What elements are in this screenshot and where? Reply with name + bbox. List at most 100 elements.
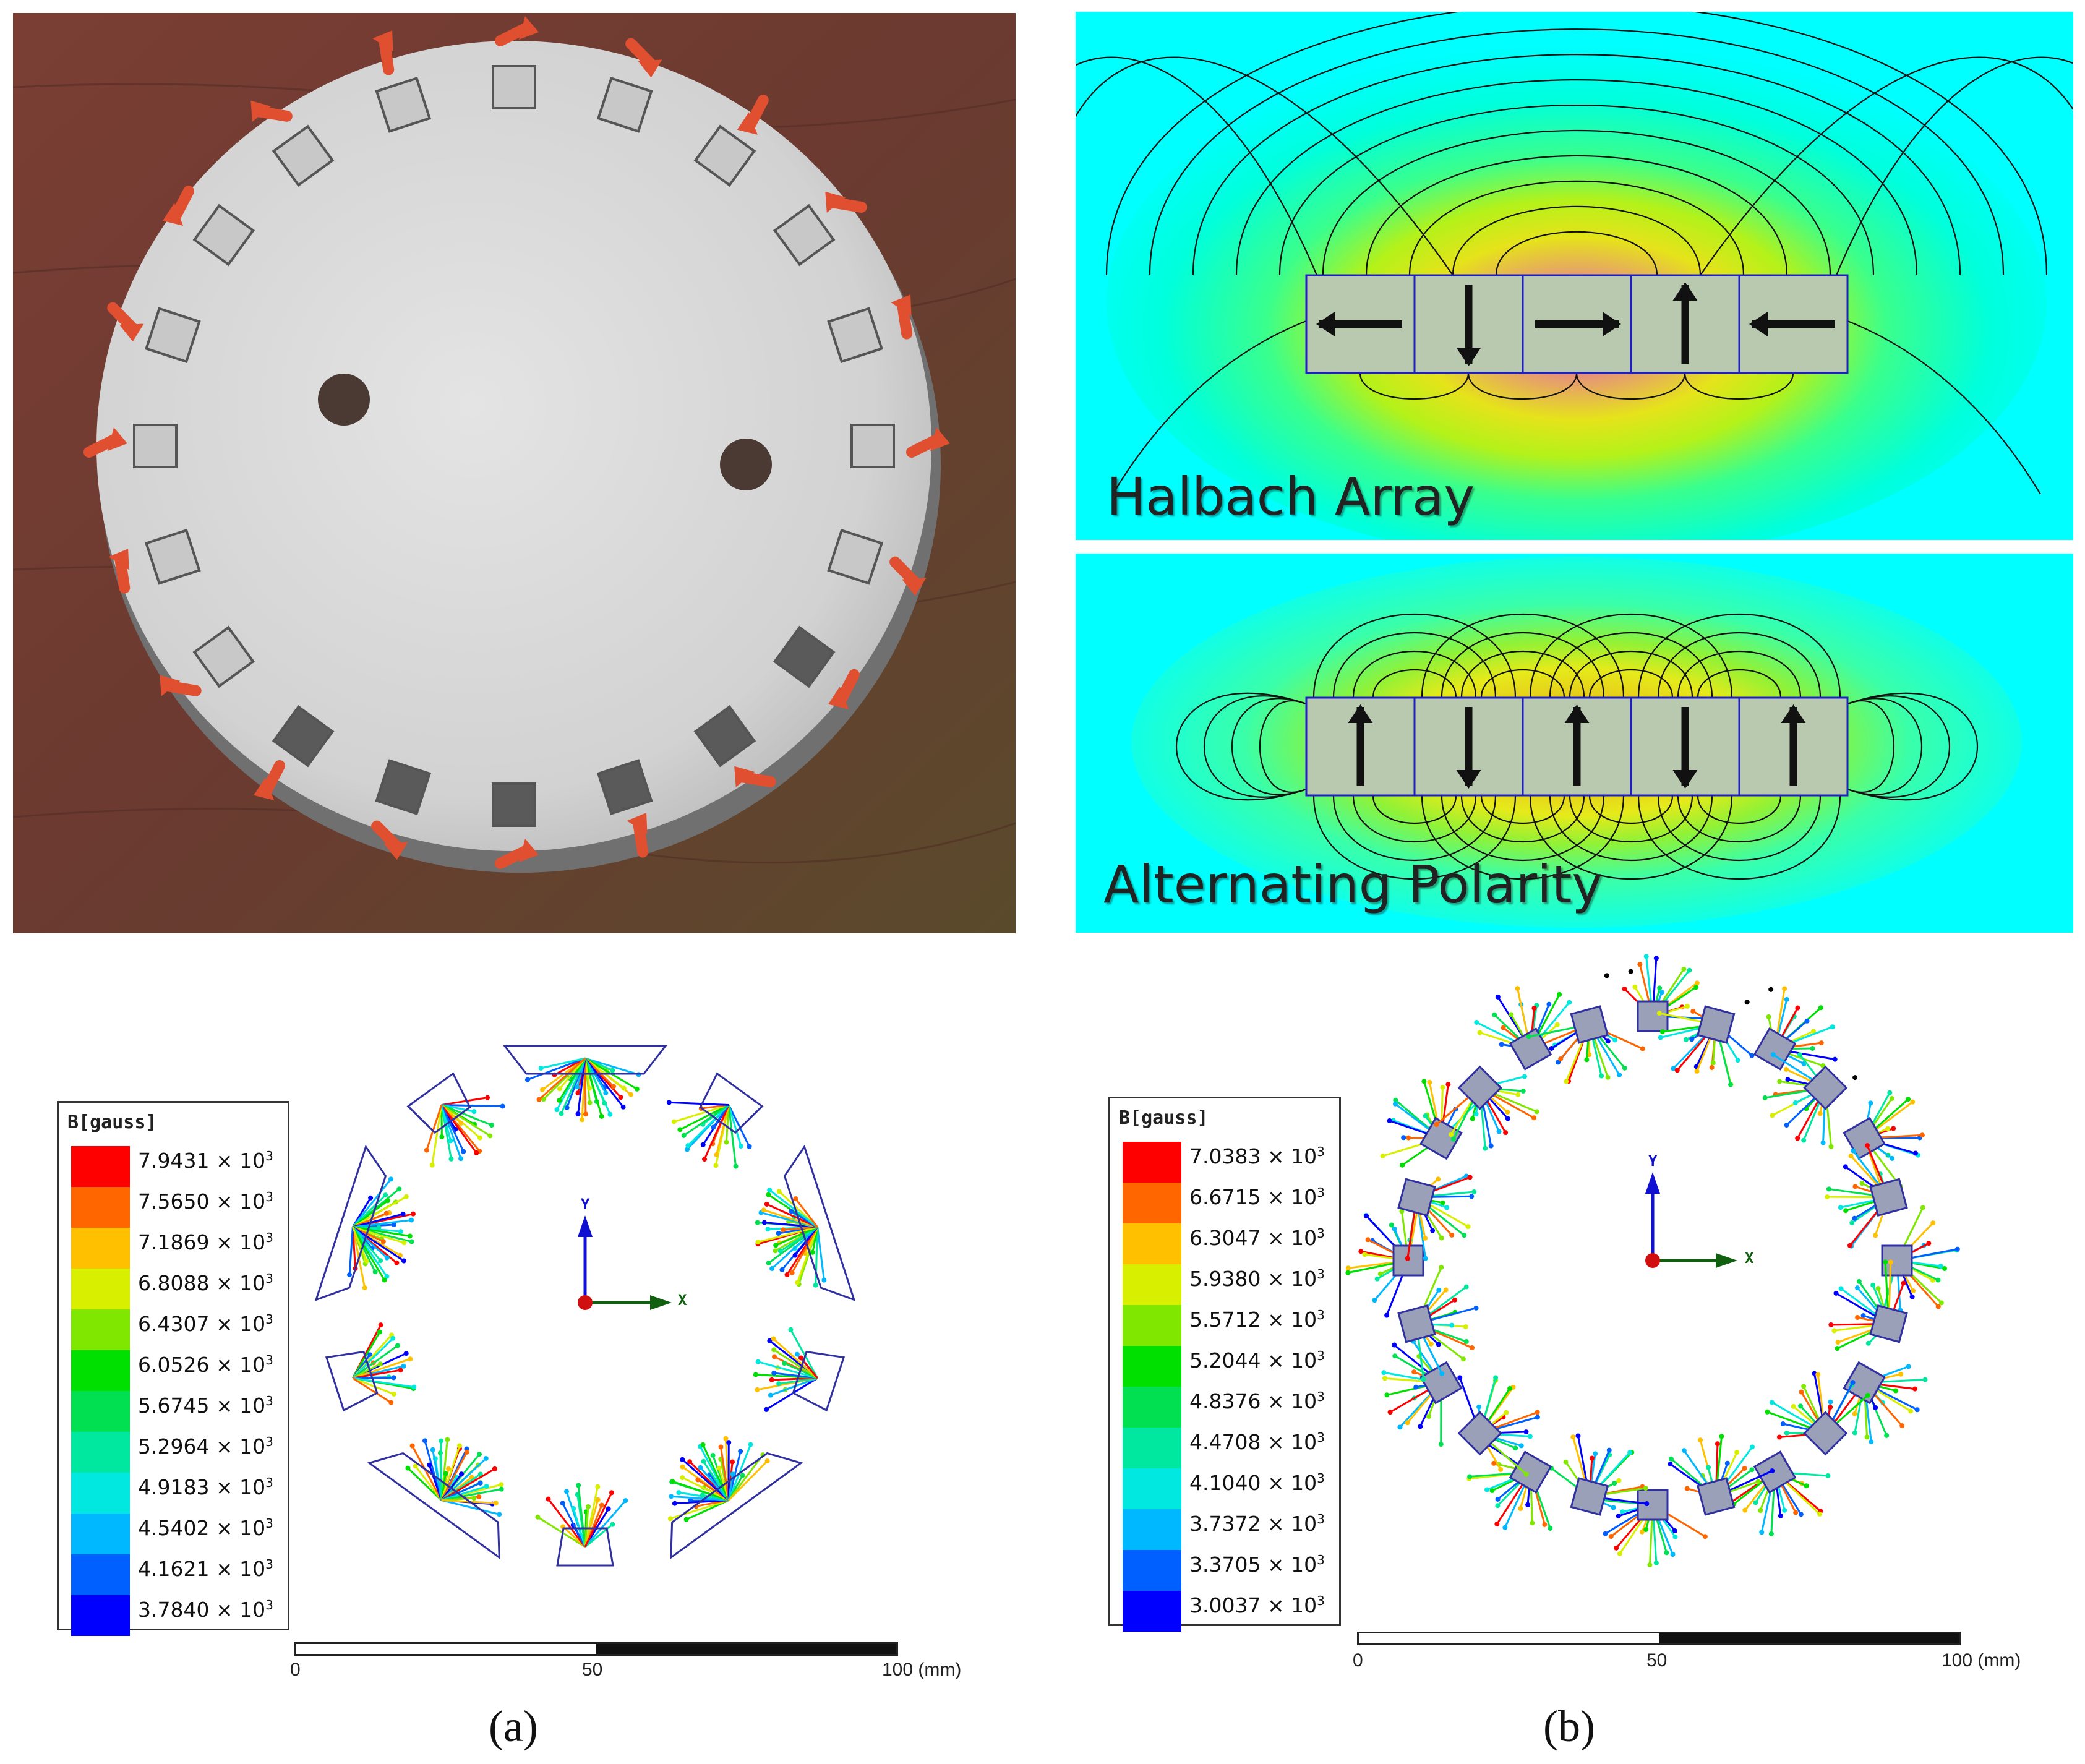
field-vector xyxy=(774,1372,818,1379)
red-arrow-marker xyxy=(625,38,662,78)
field-vector-head xyxy=(1387,1410,1393,1415)
field-vector-head xyxy=(1848,1153,1854,1158)
simulation-a: Y X B[gauss] 7.9431 × 103 7.5650 × 103 7.1… xyxy=(13,965,1016,1689)
field-vector-head xyxy=(398,1229,403,1235)
field-vector-head xyxy=(1436,1287,1442,1293)
magnet-outline xyxy=(783,1144,856,1301)
field-vector-head xyxy=(1505,1116,1510,1121)
field-vector-head xyxy=(1644,1501,1650,1507)
field-vector-head xyxy=(1908,1408,1914,1414)
legend-swatch xyxy=(71,1146,130,1187)
field-vector xyxy=(716,1105,730,1155)
legend-value: 6.6715 × 103 xyxy=(1189,1185,1325,1209)
field-vector-head xyxy=(1382,1376,1387,1381)
legend-value: 4.9183 × 103 xyxy=(138,1475,273,1499)
field-vector-head xyxy=(1365,1237,1371,1243)
field-vector-head xyxy=(1689,1037,1695,1042)
field-vector-head xyxy=(755,1387,760,1392)
field-vector-head xyxy=(1474,1019,1479,1025)
field-vector-head xyxy=(1825,1194,1830,1200)
field-vector-head xyxy=(1954,1246,1960,1252)
field-vector-head xyxy=(1658,1035,1663,1040)
field-vector-head xyxy=(1616,1478,1622,1483)
field-vector-head xyxy=(1440,1085,1445,1090)
field-vector-head xyxy=(771,1336,776,1342)
field-vector-head xyxy=(763,1406,769,1412)
field-vector xyxy=(584,1492,613,1548)
legend-value: 5.9380 × 103 xyxy=(1189,1267,1325,1291)
photo-magnet xyxy=(250,100,335,187)
field-vector-head xyxy=(492,1466,497,1471)
legend-value: 5.5712 × 103 xyxy=(1189,1308,1325,1332)
field-vector-head xyxy=(1640,1046,1645,1051)
photo-magnet xyxy=(850,424,950,468)
field-vector-head xyxy=(1548,1525,1553,1531)
magnet-group xyxy=(1656,1005,1755,1087)
field-vector-head xyxy=(400,1211,406,1217)
field-vector xyxy=(584,1058,624,1108)
magnet-group xyxy=(1474,986,1582,1071)
field-vector-head xyxy=(1935,1277,1941,1283)
field-vector-head xyxy=(587,1100,593,1105)
field-vector-head xyxy=(554,1107,560,1113)
field-vector-head xyxy=(1715,1441,1720,1447)
magnet-outline xyxy=(325,1350,379,1412)
field-vector-head xyxy=(476,1494,482,1500)
field-vector-head xyxy=(1614,1545,1619,1551)
legend-swatch xyxy=(1123,1346,1181,1387)
field-vector-head xyxy=(1778,1513,1783,1518)
field-vector-head xyxy=(1444,1205,1450,1210)
alternating-polarity-field-plot: Alternating Polarity xyxy=(1076,554,2073,933)
field-vector-head xyxy=(1870,1282,1876,1288)
magnet-block xyxy=(1413,274,1524,374)
field-vector xyxy=(352,1194,387,1228)
legend-swatch xyxy=(1123,1387,1181,1428)
field-vector xyxy=(441,1104,491,1137)
field-vector-head xyxy=(401,1258,406,1264)
field-vector xyxy=(440,1441,443,1501)
field-vector-head xyxy=(1770,1113,1775,1118)
field-vector-head xyxy=(1449,1322,1455,1328)
field-vector-head xyxy=(443,1471,448,1476)
field-vector-head xyxy=(376,1225,382,1230)
field-vector-head xyxy=(1364,1213,1369,1218)
field-vector-head xyxy=(1639,1529,1645,1535)
field-vector-head xyxy=(1684,1004,1690,1009)
field-vector-head xyxy=(666,1100,672,1105)
field-vector-head xyxy=(740,1473,745,1478)
field-vector xyxy=(816,1227,825,1280)
field-vector-head xyxy=(1687,967,1692,973)
field-vector-head xyxy=(1513,1445,1518,1451)
field-vector xyxy=(679,1104,729,1131)
field-vector-head xyxy=(580,1117,585,1123)
legend-value: 4.8376 × 103 xyxy=(1189,1389,1325,1413)
field-vector-head xyxy=(771,1370,777,1376)
red-arrow-marker xyxy=(254,760,286,800)
field-vector-head xyxy=(1374,1276,1380,1282)
field-vector-head xyxy=(1345,1265,1351,1271)
field-vector-head xyxy=(1817,1511,1823,1517)
field-vector xyxy=(353,1376,394,1379)
field-vector-head xyxy=(1443,1287,1449,1293)
scale-tick-0: 0 xyxy=(1353,1650,1363,1671)
magnet-outline xyxy=(1881,1244,1913,1277)
field-vector-head xyxy=(755,1359,761,1364)
photo-magnet xyxy=(108,528,201,594)
field-vector-head xyxy=(1777,1079,1783,1084)
field-vector xyxy=(703,1104,730,1160)
field-vector-head xyxy=(538,1065,544,1071)
field-vector-head xyxy=(1826,1186,1831,1192)
field-vector-head xyxy=(1463,1324,1468,1329)
field-vector-head xyxy=(1684,1486,1690,1491)
magnet-group xyxy=(367,1437,504,1560)
field-vector xyxy=(559,1058,586,1101)
field-vector-head xyxy=(1865,1392,1870,1398)
field-vector-head xyxy=(1889,1096,1894,1102)
magnet-outline xyxy=(1843,1116,1886,1160)
field-vector-head xyxy=(1893,1388,1899,1394)
field-vector-head xyxy=(755,1220,760,1225)
x-axis-label: X xyxy=(1745,1249,1754,1267)
field-vector-head xyxy=(723,1436,729,1441)
field-vector-head xyxy=(1850,1380,1856,1385)
field-vector-head xyxy=(446,1466,452,1471)
